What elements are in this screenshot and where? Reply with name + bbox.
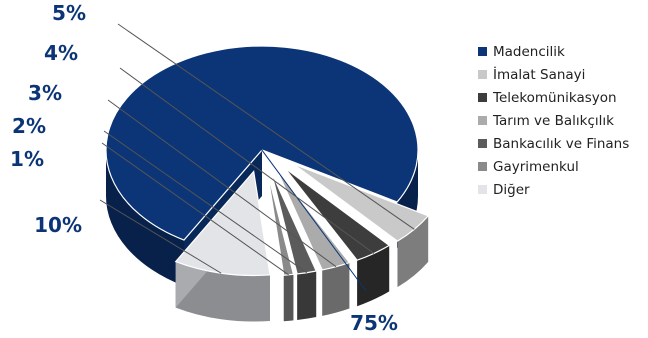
- legend-label: Diğer: [493, 181, 530, 198]
- data-label: 75%: [350, 311, 398, 335]
- legend-item: Tarım ve Balıkçılık: [478, 109, 629, 132]
- slice-side: [106, 150, 184, 287]
- data-label: 4%: [44, 41, 78, 65]
- legend-swatch: [478, 139, 487, 148]
- legend-item: İmalat Sanayi: [478, 63, 629, 86]
- data-label: 3%: [28, 81, 62, 105]
- data-label: 2%: [12, 114, 46, 138]
- leader-line: [119, 67, 375, 254]
- legend-label: İmalat Sanayi: [493, 66, 586, 83]
- pie-slice: [105, 45, 419, 241]
- pie-slice: [174, 170, 271, 277]
- legend-label: Bankacılık ve Finans: [493, 135, 630, 152]
- legend-swatch: [478, 116, 487, 125]
- slice-side: [357, 245, 390, 307]
- leader-line: [101, 142, 289, 276]
- legend-item: Madencilik: [478, 40, 629, 63]
- leader-line: [107, 99, 337, 268]
- legend-swatch: [478, 185, 487, 194]
- leader-line: [221, 95, 367, 292]
- legend-item: Diğer: [478, 178, 629, 201]
- pie-labels: 75% 5% 4% 3% 2% 1% 10%: [10, 1, 415, 335]
- data-label: 5%: [52, 1, 86, 25]
- legend-swatch: [478, 93, 487, 102]
- data-label: 10%: [34, 213, 82, 237]
- legend-swatch: [478, 47, 487, 56]
- legend-item: Gayrimenkul: [478, 155, 629, 178]
- slice-side: [322, 262, 350, 316]
- legend-label: Tarım ve Balıkçılık: [493, 112, 614, 129]
- legend-label: Madencilik: [493, 43, 565, 60]
- pie-slice: [266, 171, 295, 276]
- legend-swatch: [478, 70, 487, 79]
- legend-label: Telekomünikasyon: [493, 89, 617, 106]
- legend-label: Gayrimenkul: [493, 158, 579, 175]
- legend: Madencilik İmalat Sanayi Telekomünikasyo…: [478, 40, 629, 201]
- pie-tops: [105, 45, 430, 277]
- leader-line: [103, 130, 308, 274]
- slice-side: [283, 274, 294, 322]
- data-label: 1%: [10, 147, 44, 171]
- legend-item: Bankacılık ve Finans: [478, 132, 629, 155]
- slice-side: [297, 270, 317, 320]
- leader-line: [99, 199, 222, 274]
- slice-side: [397, 215, 429, 288]
- legend-item: Telekomünikasyon: [478, 86, 629, 109]
- leader-line: [117, 23, 415, 230]
- legend-swatch: [478, 162, 487, 171]
